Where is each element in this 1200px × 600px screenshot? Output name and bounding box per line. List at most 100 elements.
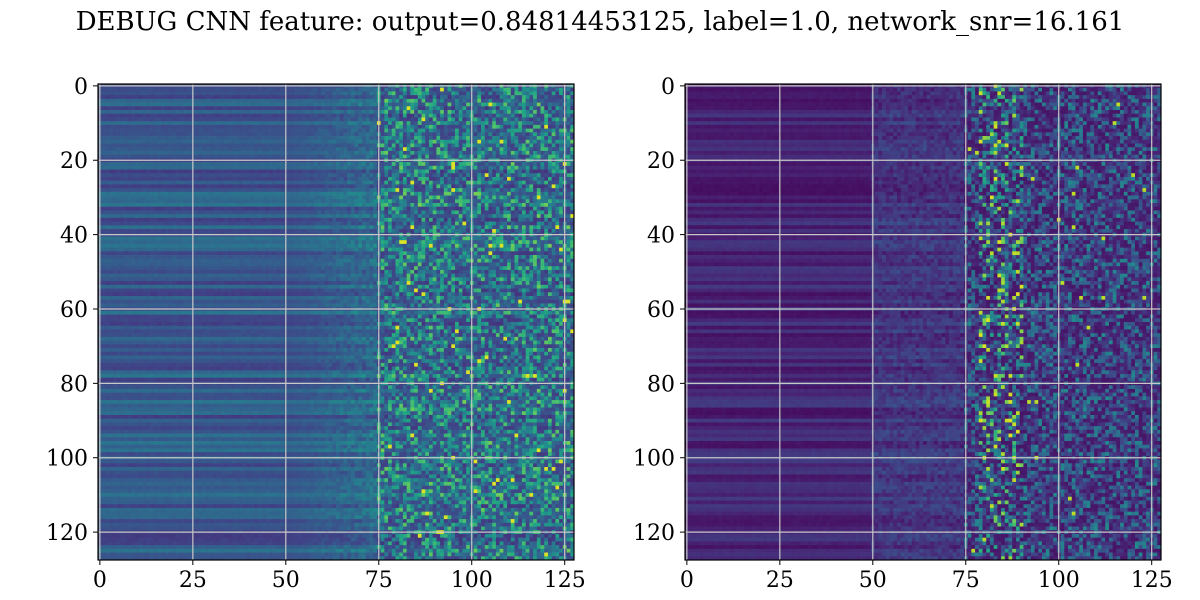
heatmap-cell — [336, 225, 340, 229]
heatmap-cell — [336, 91, 340, 95]
heatmap-cell — [358, 91, 362, 95]
heatmap-cell — [332, 181, 336, 185]
heatmap-cell — [407, 192, 411, 196]
heatmap-cell — [355, 188, 359, 192]
heatmap-cell — [462, 162, 466, 166]
heatmap-cell — [503, 114, 507, 118]
heatmap-cell — [288, 177, 292, 181]
heatmap-cell — [474, 170, 478, 174]
heatmap-cell — [280, 99, 284, 103]
heatmap-cell — [567, 203, 571, 207]
heatmap-cell — [355, 103, 359, 107]
heatmap-cell — [559, 136, 563, 140]
heatmap-cell — [202, 207, 206, 211]
heatmap-cell — [224, 218, 228, 222]
heatmap-cell — [336, 170, 340, 174]
heatmap-cell — [433, 181, 437, 185]
heatmap-cell — [533, 132, 537, 136]
heatmap-cell — [384, 207, 388, 211]
heatmap-cell — [321, 110, 325, 114]
heatmap-cell — [325, 207, 329, 211]
heatmap-cell — [340, 106, 344, 110]
heatmap-cell — [500, 196, 504, 200]
heatmap-cell — [210, 110, 214, 114]
heatmap-cell — [124, 95, 128, 99]
heatmap-cell — [455, 114, 459, 118]
heatmap-cell — [433, 144, 437, 148]
heatmap-cell — [436, 88, 440, 92]
heatmap-cell — [369, 222, 373, 226]
heatmap-cell — [332, 207, 336, 211]
heatmap-cell — [567, 103, 571, 107]
heatmap-cell — [165, 99, 169, 103]
heatmap-cell — [254, 91, 258, 95]
heatmap-cell — [321, 151, 325, 155]
heatmap-cell — [474, 188, 478, 192]
heatmap-cell — [329, 199, 333, 203]
heatmap-cell — [109, 203, 113, 207]
heatmap-cell — [325, 99, 329, 103]
heatmap-cell — [232, 129, 236, 133]
heatmap-cell — [429, 106, 433, 110]
heatmap-cell — [221, 147, 225, 151]
heatmap-cell — [135, 166, 139, 170]
heatmap-cell — [314, 181, 318, 185]
heatmap-cell — [250, 95, 254, 99]
heatmap-cell — [422, 147, 426, 151]
heatmap-cell — [403, 144, 407, 148]
heatmap-cell — [243, 155, 247, 159]
heatmap-cell — [366, 114, 370, 118]
heatmap-cell — [172, 125, 176, 129]
heatmap-cell — [355, 173, 359, 177]
heatmap-cell — [195, 210, 199, 214]
heatmap-cell — [239, 196, 243, 200]
heatmap-cell — [440, 144, 444, 148]
heatmap-cell — [303, 121, 307, 125]
heatmap-cell — [210, 121, 214, 125]
heatmap-cell — [239, 210, 243, 214]
heatmap-cell — [399, 121, 403, 125]
heatmap-cell — [310, 136, 314, 140]
heatmap-cell — [358, 218, 362, 222]
heatmap-cell — [202, 99, 206, 103]
heatmap-cell — [303, 210, 307, 214]
heatmap-cell — [213, 136, 217, 140]
heatmap-cell — [526, 181, 530, 185]
heatmap-cell — [399, 181, 403, 185]
heatmap-cell — [232, 170, 236, 174]
heatmap-cell — [503, 218, 507, 222]
heatmap-cell — [295, 188, 299, 192]
heatmap-cell — [206, 203, 210, 207]
heatmap-cell — [544, 88, 548, 92]
heatmap-cell — [422, 170, 426, 174]
heatmap-cell — [254, 181, 258, 185]
heatmap-cell — [552, 110, 556, 114]
heatmap-cell — [488, 199, 492, 203]
heatmap-cell — [369, 147, 373, 151]
heatmap-cell — [184, 166, 188, 170]
heatmap-cell — [228, 203, 232, 207]
heatmap-cell — [436, 117, 440, 121]
heatmap-cell — [303, 207, 307, 211]
heatmap-cell — [462, 151, 466, 155]
heatmap-cell — [128, 214, 132, 218]
heatmap-cell — [414, 218, 418, 222]
heatmap-cell — [105, 147, 109, 151]
heatmap-cell — [492, 177, 496, 181]
heatmap-cell — [392, 199, 396, 203]
heatmap-cell — [485, 88, 489, 92]
heatmap-cell — [187, 136, 191, 140]
heatmap-cell — [507, 196, 511, 200]
heatmap-cell — [537, 151, 541, 155]
heatmap-cell — [444, 110, 448, 114]
heatmap-cell — [265, 210, 269, 214]
heatmap-cell — [537, 121, 541, 125]
heatmap-cell — [176, 129, 180, 133]
heatmap-cell — [396, 177, 400, 181]
heatmap-cell — [537, 199, 541, 203]
heatmap-cell — [105, 229, 109, 233]
heatmap-cell — [466, 210, 470, 214]
heatmap-cell — [351, 99, 355, 103]
heatmap-cell — [295, 106, 299, 110]
heatmap-cell — [295, 132, 299, 136]
